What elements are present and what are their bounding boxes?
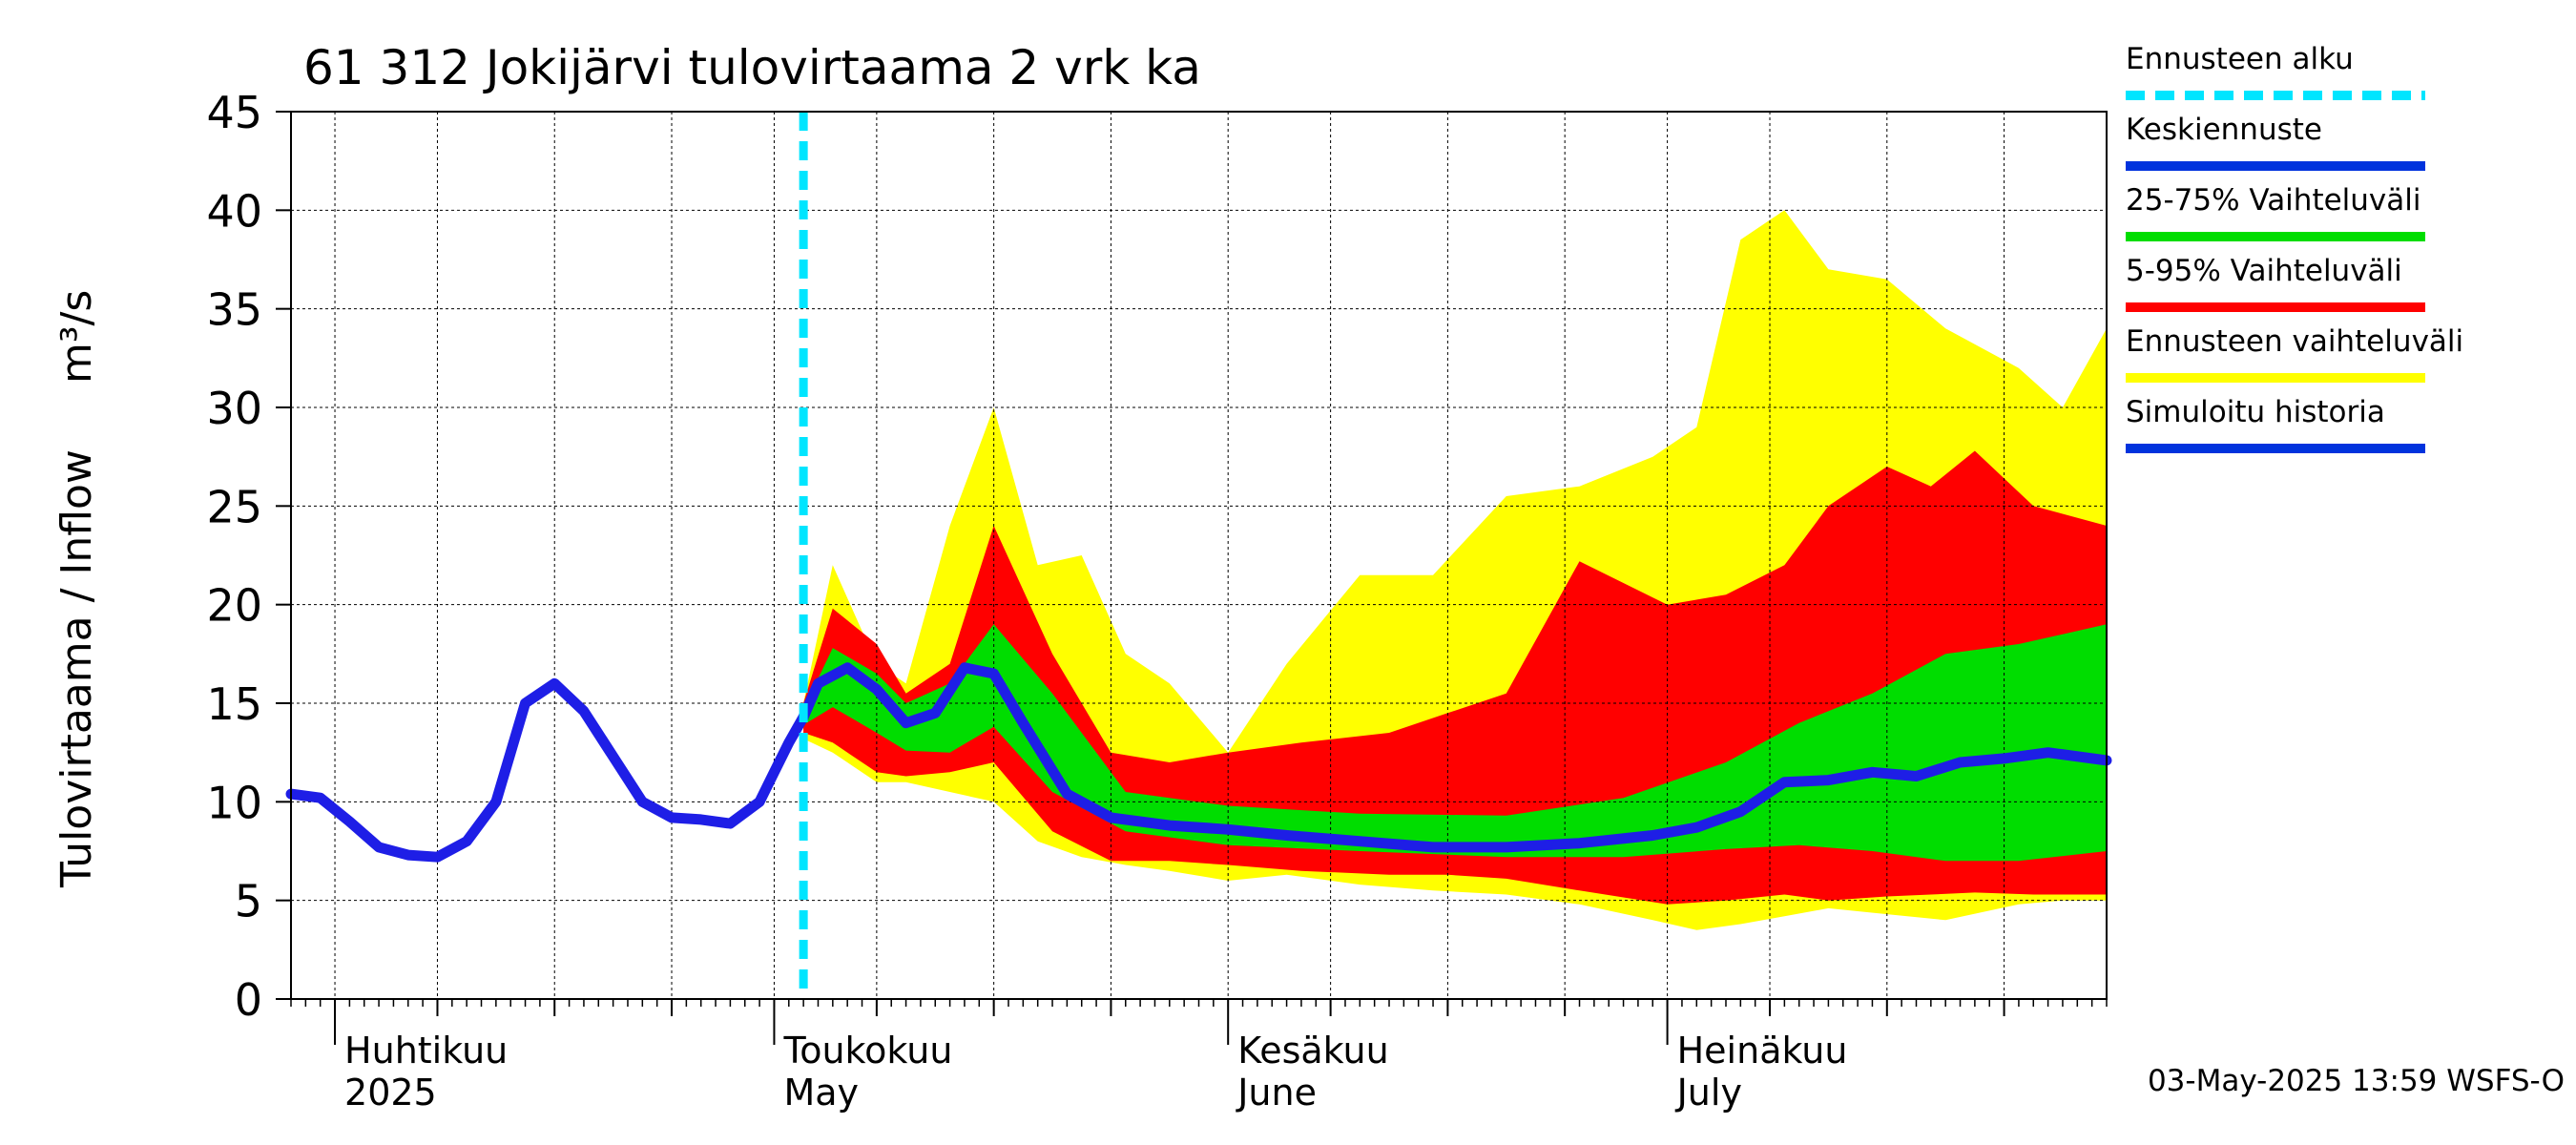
- y-tick-label: 35: [206, 284, 262, 336]
- y-axis-label: Tulovirtaama / Inflow: [52, 449, 101, 888]
- forecast-bands: [803, 210, 2107, 930]
- x-month-label: Kesäkuu: [1237, 1030, 1389, 1072]
- y-tick-label: 25: [206, 481, 262, 532]
- line-simulated-history: [285, 677, 809, 863]
- legend-label: Keskiennuste: [2126, 113, 2322, 147]
- x-month-label: Toukokuu: [782, 1030, 952, 1072]
- y-tick-label: 0: [235, 974, 262, 1026]
- chart-title: 61 312 Jokijärvi tulovirtaama 2 vrk ka: [303, 40, 1201, 95]
- x-month-sublabel: 2025: [344, 1072, 437, 1114]
- y-tick-label: 40: [206, 185, 262, 237]
- legend-label: 5-95% Vaihteluväli: [2126, 254, 2402, 288]
- x-month-sublabel: May: [783, 1072, 859, 1114]
- line-median-forecast: [798, 662, 2112, 853]
- x-month-sublabel: July: [1675, 1072, 1742, 1114]
- y-axis: 0 5 10 15 20 25 30 35 40 45: [206, 87, 291, 1026]
- y-tick-label: 30: [206, 383, 262, 434]
- y-tick-label: 15: [206, 678, 262, 730]
- x-month-sublabel: June: [1236, 1072, 1317, 1114]
- legend-label: 25-75% Vaihteluväli: [2126, 183, 2421, 218]
- x-month-label: Heinäkuu: [1677, 1030, 1848, 1072]
- y-tick-label: 20: [206, 580, 262, 632]
- series-lines: [285, 112, 2112, 999]
- legend-label: Ennusteen vaihteluväli: [2126, 324, 2463, 359]
- legend: Ennusteen alku Keskiennuste 25-75% Vaihtel…: [2126, 42, 2463, 453]
- legend-label: Simuloitu historia: [2126, 395, 2385, 429]
- legend-label: Ennusteen alku: [2126, 42, 2354, 76]
- footer-timestamp: 03-May-2025 13:59 WSFS-O: [2148, 1064, 2565, 1098]
- y-tick-label: 5: [235, 876, 262, 927]
- y-tick-label: 45: [206, 87, 262, 138]
- y-tick-label: 10: [206, 777, 262, 828]
- y-axis-unit: m³/s: [52, 290, 101, 384]
- x-month-label: Huhtikuu: [344, 1030, 508, 1072]
